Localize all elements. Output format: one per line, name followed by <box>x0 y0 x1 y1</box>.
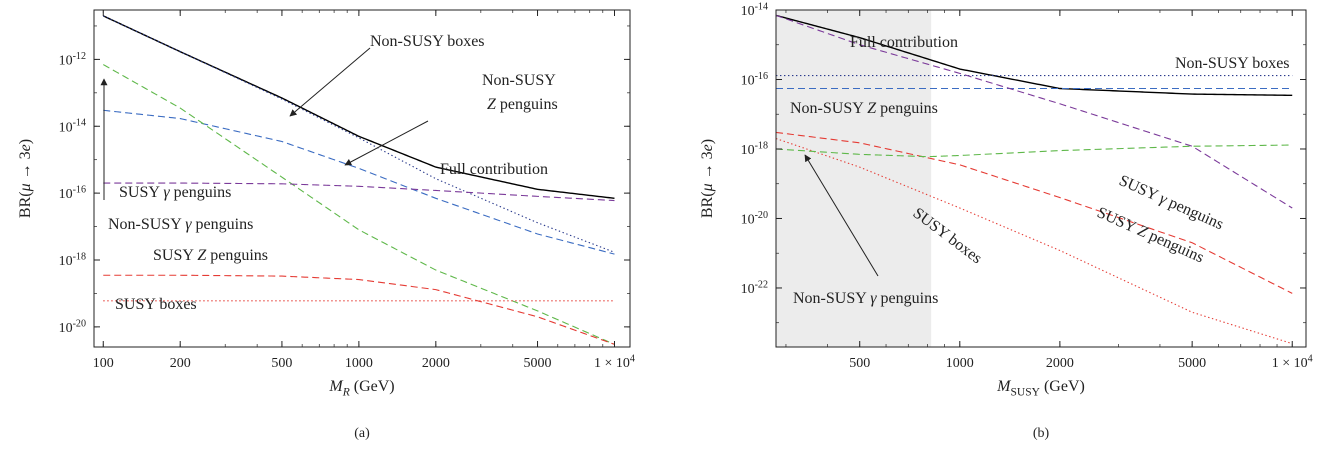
series-line-non-susy-boxes <box>103 15 615 253</box>
x-tick-label: 1000 <box>345 356 373 371</box>
x-tick-label: 2000 <box>1046 356 1074 371</box>
annotation-susy-penguins: SUSY γ penguins <box>119 184 231 201</box>
x-tick-label: 1 × 104 <box>594 353 635 371</box>
x-tick-label: 2000 <box>422 356 450 371</box>
chart-panel-a: 100 200 500 1000 2000 5000 1 × 104 10-20 10-18 10… <box>17 9 635 441</box>
y-axis-label: BR(μ → 3e) <box>17 139 34 218</box>
series-line-non-susy-penguins <box>776 144 1293 158</box>
x-tick-label: 1000 <box>946 356 974 371</box>
y-axis-label: BR(μ → 3e) <box>699 139 716 218</box>
series-line-susy-z-penguins <box>103 274 615 345</box>
plot-frame <box>93 9 631 348</box>
y-tick-label: 10-14 <box>59 118 86 136</box>
x-tick-label: 5000 <box>1178 356 1206 371</box>
annotation-susy-z-penguins: SUSY Z penguins <box>153 247 268 264</box>
series-group <box>776 14 1293 345</box>
annotation-susy-boxes: SUSY boxes <box>115 296 197 313</box>
y-tick-label: 10-18 <box>59 251 86 269</box>
annotation-full-contribution: Full contribution <box>850 34 958 51</box>
annotation-non-susy-boxes: Non-SUSY boxes <box>1175 55 1290 72</box>
annotation-non-susy-z-penguins: Non-SUSY Z penguins <box>790 100 938 117</box>
series-line-full-contribution <box>776 14 1293 97</box>
series-group <box>102 15 615 345</box>
annotation-z-penguins: Z penguins <box>487 96 558 113</box>
x-axis-label: MR (GeV) <box>328 378 394 398</box>
y-tick-label: 10-16 <box>59 185 86 203</box>
x-tick-label: 100 <box>93 356 114 371</box>
series-line-susy-boxes <box>776 137 1293 345</box>
x-tick-label: 500 <box>849 356 870 371</box>
annotation-non-susy: Non-SUSY <box>482 72 556 89</box>
plot-frame <box>775 9 1307 348</box>
annotation-arrow <box>804 154 879 277</box>
chart-panel-b: 500 1000 2000 5000 1 × 104 10-22 10-20 10-18 10-… <box>699 1 1313 441</box>
x-tick-label: 5000 <box>524 356 552 371</box>
annotation-full-contribution: Full contribution <box>440 161 548 178</box>
series-line-susy-penguins <box>103 182 615 202</box>
annotation-non-susy-penguins: Non-SUSY γ penguins <box>793 290 938 307</box>
series-line-non-susy-z-penguins <box>103 109 615 255</box>
panel-label: (a) <box>354 426 370 441</box>
annotation-non-susy-penguins: Non-SUSY γ penguins <box>108 216 253 233</box>
annotation-arrow <box>344 120 429 166</box>
y-tick-label: 10-22 <box>741 279 768 297</box>
excluded-region <box>776 10 932 347</box>
y-tick-label: 10-18 <box>741 140 768 158</box>
y-tick-label: 10-16 <box>741 71 768 89</box>
y-tick-label: 10-20 <box>59 318 86 336</box>
series-line-non-susy-penguins <box>102 64 615 345</box>
series-line-susy-penguins <box>776 14 1293 209</box>
y-tick-label: 10-12 <box>59 51 86 69</box>
series-line-susy-z-penguins <box>776 131 1293 294</box>
annotation-non-susy-boxes: Non-SUSY boxes <box>370 33 485 50</box>
x-tick-label: 1 × 104 <box>1272 353 1313 371</box>
x-axis-label: MSUSY (GeV) <box>996 378 1085 398</box>
x-tick-label: 500 <box>271 356 292 371</box>
y-tick-label: 10-14 <box>741 1 768 19</box>
y-tick-label: 10-20 <box>741 210 768 228</box>
annotation-arrow <box>289 47 371 117</box>
panel-label: (b) <box>1033 426 1050 441</box>
x-tick-label: 200 <box>170 356 191 371</box>
